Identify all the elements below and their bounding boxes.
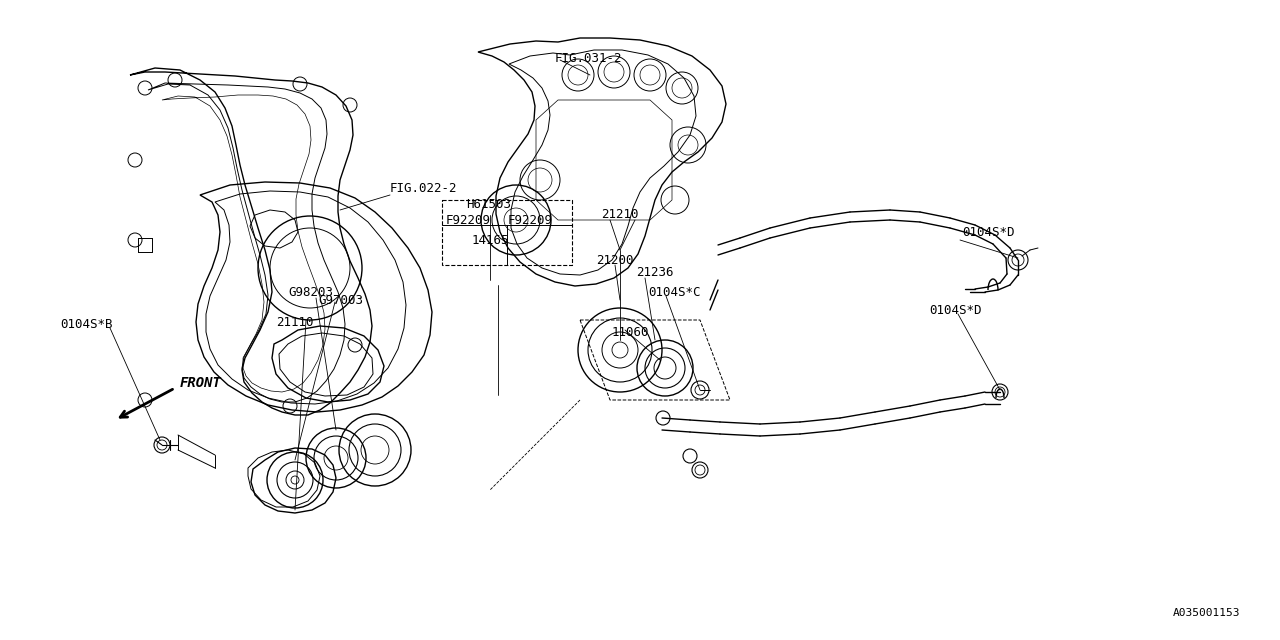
Text: FRONT: FRONT: [180, 376, 221, 390]
Text: 21110: 21110: [276, 316, 314, 328]
Text: H61503: H61503: [466, 198, 511, 211]
Text: 0104S*D: 0104S*D: [929, 303, 982, 317]
Text: 21236: 21236: [636, 266, 673, 278]
Text: A035001153: A035001153: [1172, 608, 1240, 618]
Text: 21200: 21200: [596, 253, 634, 266]
Text: 11060: 11060: [612, 326, 649, 339]
Text: 21210: 21210: [602, 209, 639, 221]
Text: 0104S*B: 0104S*B: [60, 319, 113, 332]
Text: G97003: G97003: [317, 294, 364, 307]
Text: 0104S*D: 0104S*D: [963, 225, 1015, 239]
Text: 14165: 14165: [471, 234, 508, 246]
Text: G98203: G98203: [288, 285, 333, 298]
Bar: [442, 200, 572, 265]
Text: FIG.031-2: FIG.031-2: [556, 51, 622, 65]
Text: F92209: F92209: [508, 214, 553, 227]
Text: F92209: F92209: [445, 214, 492, 227]
Text: FIG.022-2: FIG.022-2: [390, 182, 457, 195]
Text: 0104S*C: 0104S*C: [648, 285, 700, 298]
